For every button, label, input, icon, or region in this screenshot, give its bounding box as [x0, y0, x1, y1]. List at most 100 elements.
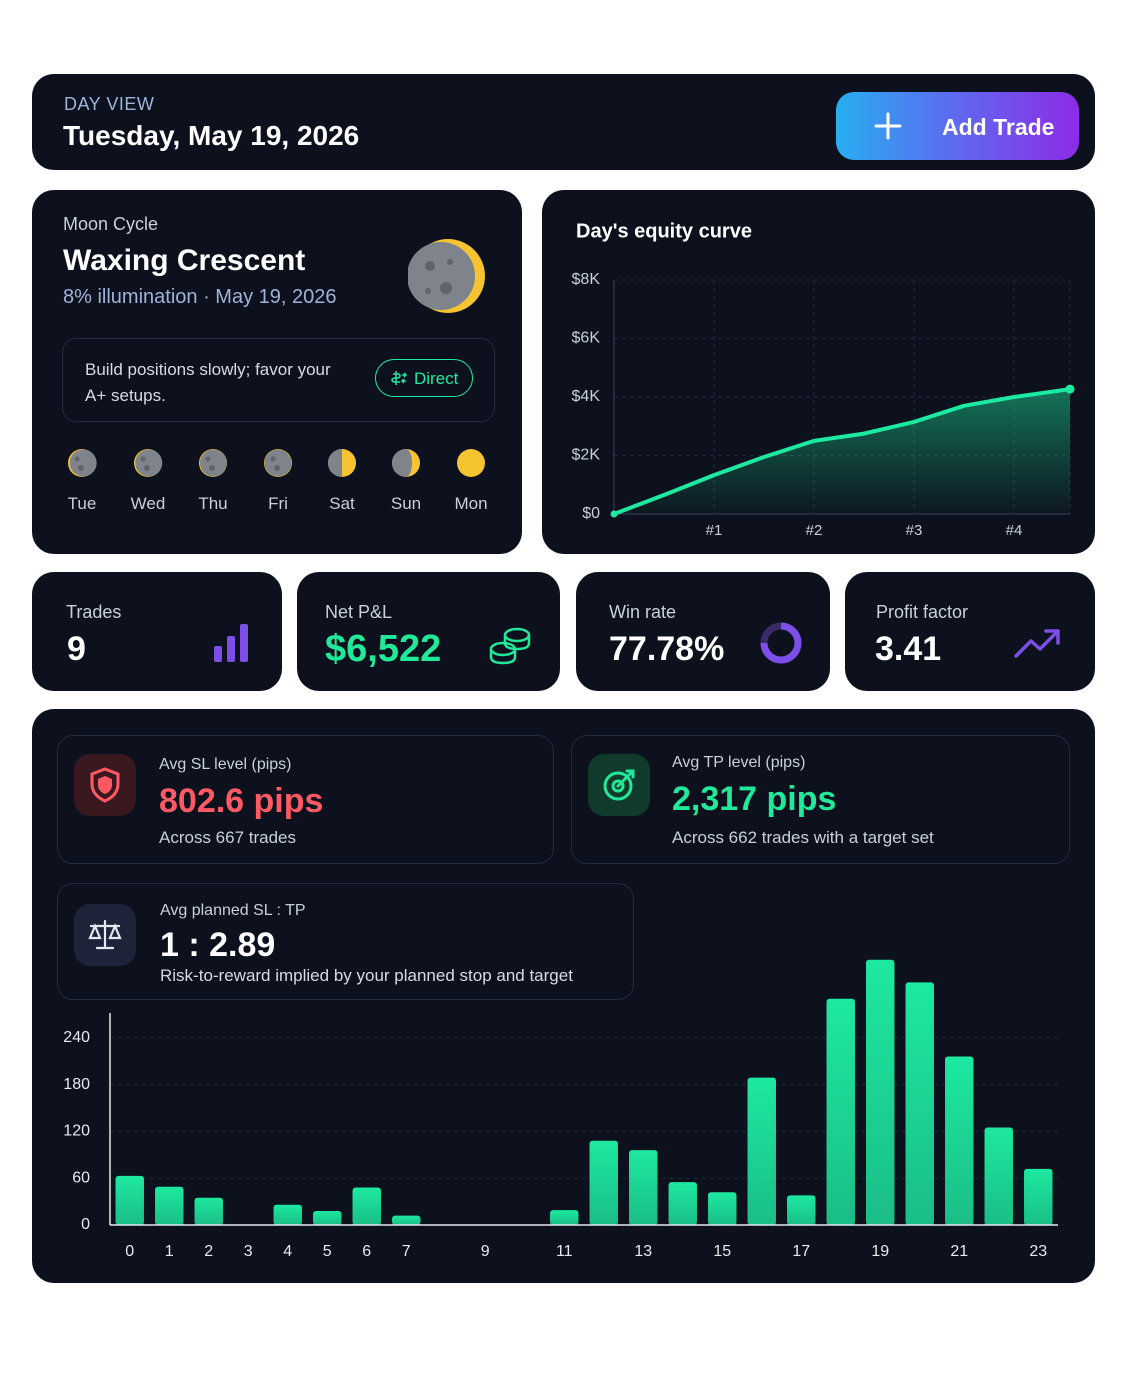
ratio-value: 1 : 2.89	[160, 926, 276, 964]
badge-label: Direct	[414, 369, 459, 388]
bar	[155, 1186, 184, 1225]
stat-label: Trades	[66, 602, 122, 622]
crater	[205, 456, 211, 462]
y-tick-label: $8K	[572, 271, 601, 288]
trend-icon	[1014, 629, 1060, 658]
ratio-box: Avg planned SL : TP 1 : 2.89 Risk-to-rew…	[57, 883, 634, 1000]
moon-dark	[69, 449, 97, 477]
day-label: Thu	[198, 494, 228, 513]
sl-note: Across 667 trades	[159, 828, 297, 847]
equity-chart: Day's equity curve $0 $2K $4K $6K $8K #1 #2 #3 #…	[572, 220, 1075, 539]
crater	[274, 465, 280, 471]
plus-icon	[874, 112, 902, 140]
crater	[270, 456, 276, 462]
trades-card: Trades 9	[32, 572, 282, 691]
bar	[708, 1192, 737, 1225]
bar	[905, 982, 934, 1225]
x-tick-label: 5	[323, 1243, 332, 1260]
stat-label: Profit factor	[876, 602, 969, 622]
badge-icon	[391, 371, 408, 385]
bar	[629, 1150, 658, 1225]
sl-label: Avg SL level (pips)	[159, 756, 292, 773]
week-moon	[392, 449, 420, 477]
moon-dark	[328, 449, 342, 477]
bars-icon	[214, 624, 248, 662]
stat-label: Net P&L	[325, 602, 393, 622]
x-tick-label: 13	[634, 1243, 652, 1260]
y-tick-label: 0	[81, 1216, 90, 1233]
sl-value: 802.6 pips	[159, 782, 324, 820]
bar	[352, 1187, 381, 1225]
crater	[209, 465, 215, 471]
x-tick-label: #1	[706, 522, 723, 539]
bar	[945, 1056, 974, 1225]
x-tick-label: 9	[481, 1243, 490, 1260]
tp-value: 2,317 pips	[672, 780, 837, 818]
coins-icon	[489, 627, 531, 665]
tp-note: Across 662 trades with a target set	[672, 828, 934, 847]
date: Tuesday, May 19, 2026	[63, 120, 360, 151]
crater	[144, 465, 150, 471]
day-label: Wed	[130, 494, 166, 513]
bar	[747, 1077, 776, 1225]
start-point	[610, 510, 618, 518]
profit-factor-card: Profit factor 3.41	[845, 572, 1095, 691]
bar	[550, 1210, 579, 1225]
add-trade-button[interactable]: Add Trade	[836, 92, 1079, 160]
bar	[194, 1197, 223, 1225]
x-tick-label: #2	[806, 522, 823, 539]
target-tile	[588, 754, 650, 816]
x-tick-label: 15	[713, 1243, 731, 1260]
equity-line	[612, 387, 1072, 516]
shield-icon	[90, 767, 120, 803]
x-tick-label: 3	[244, 1243, 253, 1260]
crater	[140, 456, 146, 462]
bar	[589, 1140, 618, 1225]
advice-box: Build positions slowly; favor your A+ se…	[62, 338, 495, 422]
y-tick-label: 240	[63, 1029, 90, 1046]
moon-dark	[199, 449, 227, 477]
ratio-note: Risk-to-reward implied by your planned s…	[160, 966, 573, 985]
chart-title: Day's equity curve	[576, 220, 752, 242]
end-point	[1065, 384, 1075, 394]
header: DAY VIEW Tuesday, May 19, 2026 Add Trade	[32, 74, 1095, 170]
y-tick-label: $6K	[572, 330, 601, 347]
moon-phase: Waxing Crescent	[63, 244, 306, 277]
levels-card: 0 60 120 180 240 0 1 2 3 4 5 6 7 9 11 13 15 17 19 21 23 Avg …	[32, 709, 1095, 1283]
week-moon	[264, 449, 292, 477]
scale-tile	[74, 904, 136, 966]
tp-box: Avg TP level (pips) 2,317 pips Across 66…	[571, 735, 1070, 864]
bar	[984, 1127, 1013, 1225]
x-tick-label: 6	[362, 1243, 371, 1260]
button-label: Add Trade	[942, 114, 1055, 140]
equity-card: Day's equity curve $0 $2K $4K $6K $8K #1 #2 #3 #…	[542, 190, 1095, 554]
moon-dark	[392, 449, 412, 477]
bar	[866, 959, 895, 1225]
moon-label: Moon Cycle	[63, 214, 159, 234]
bar	[1024, 1168, 1053, 1225]
stat-value: 3.41	[875, 630, 942, 668]
y-tick-label: 120	[63, 1123, 90, 1140]
crater	[78, 465, 84, 471]
tp-label: Avg TP level (pips)	[672, 754, 806, 771]
shield-tile	[74, 754, 136, 816]
week-moon	[328, 449, 356, 477]
day-label: Sun	[390, 494, 422, 513]
x-tick-label: 7	[402, 1243, 411, 1260]
bar	[115, 1175, 144, 1225]
crater	[74, 456, 80, 462]
moon-icon	[408, 239, 485, 313]
target-icon	[603, 769, 635, 801]
y-tick-label: $2K	[572, 447, 601, 464]
week-moon	[457, 449, 485, 477]
winrate-card: Win rate 77.78%	[576, 572, 830, 691]
moon-detail: 8% illumination · May 19, 2026	[63, 286, 337, 308]
week-moon	[134, 449, 163, 477]
bar	[668, 1182, 697, 1225]
week-moon	[68, 449, 97, 477]
bar	[313, 1210, 342, 1225]
stat-value: $6,522	[325, 628, 442, 670]
advice: Build positions slowly; favor your A+ se…	[85, 360, 331, 405]
pnl-card: Net P&L $6,522	[297, 572, 560, 691]
